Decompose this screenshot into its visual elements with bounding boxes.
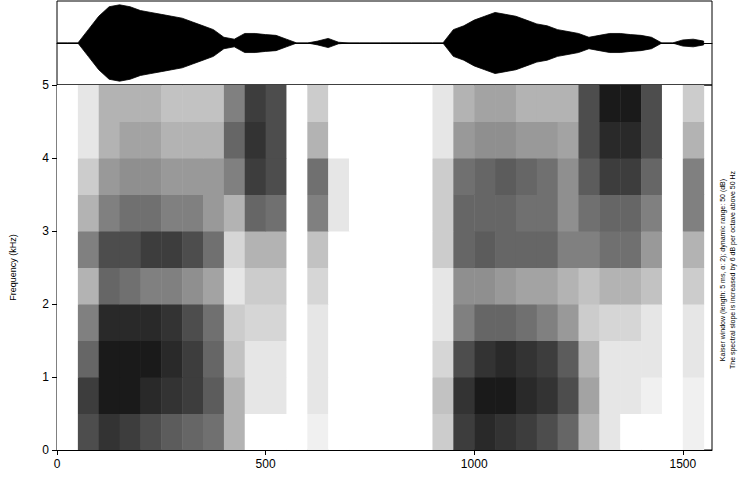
svg-text:1500: 1500 — [669, 457, 696, 471]
svg-text:0: 0 — [54, 457, 61, 471]
svg-text:3: 3 — [42, 224, 49, 238]
svg-text:2: 2 — [42, 297, 49, 311]
svg-text:0: 0 — [42, 443, 49, 457]
svg-text:Kaiser window (length: 5 ms, α: Kaiser window (length: 5 ms, α: 2); dyna… — [719, 179, 727, 361]
svg-text:500: 500 — [256, 457, 276, 471]
svg-text:The spectral slope is increase: The spectral slope is increased by 6 dB … — [729, 170, 737, 369]
svg-text:1: 1 — [42, 370, 49, 384]
svg-text:5: 5 — [42, 78, 49, 92]
svg-text:1000: 1000 — [461, 457, 488, 471]
svg-text:Frequency (kHz): Frequency (kHz) — [8, 234, 18, 301]
svg-text:4: 4 — [42, 151, 49, 165]
